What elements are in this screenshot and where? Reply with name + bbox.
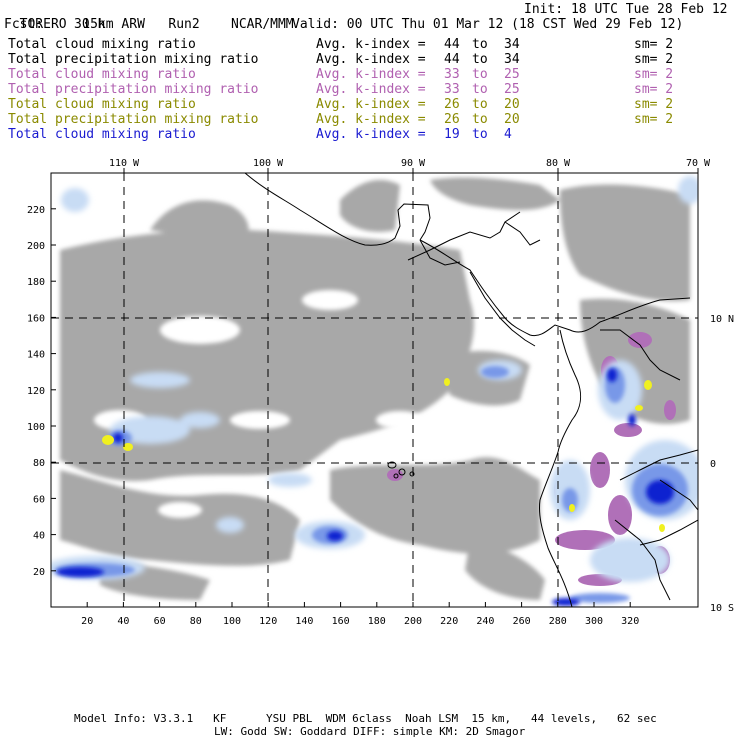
- field-name: Total precipitation mixing ratio: [8, 82, 259, 97]
- kindex-to: 20: [504, 97, 520, 112]
- kindex-from: 26: [444, 112, 460, 127]
- kindex-label: Avg. k-index =: [316, 67, 426, 82]
- field-name: Total cloud mixing ratio: [8, 97, 196, 112]
- latitude-label: 10 S: [710, 603, 734, 614]
- smoothing-label: sm= 2: [634, 52, 674, 67]
- kindex-from: 26: [444, 97, 460, 112]
- x-tick-label: 320: [621, 616, 639, 627]
- longitude-label: 100 W: [253, 158, 284, 169]
- latitude-label: 10 N: [710, 314, 734, 325]
- y-tick-label: 80: [33, 458, 45, 469]
- cloud-field-layer: [51, 173, 698, 607]
- y-tick-label: 220: [27, 205, 45, 216]
- kindex-label: Avg. k-index =: [316, 52, 426, 67]
- kindex-from: 44: [444, 37, 460, 52]
- field-name: Total cloud mixing ratio: [8, 127, 196, 142]
- y-tick-label: 40: [33, 531, 45, 542]
- y-tick-label: 140: [27, 350, 45, 361]
- y-tick-label: 20: [33, 567, 45, 578]
- x-tick-label: 120: [259, 616, 277, 627]
- x-tick-label: 100: [223, 616, 241, 627]
- kindex-to-word: to: [472, 97, 488, 112]
- smoothing-label: sm= 2: [634, 97, 674, 112]
- x-tick-label: 300: [585, 616, 603, 627]
- kindex-to-word: to: [472, 127, 488, 142]
- kindex-from: 44: [444, 52, 460, 67]
- field-name: Total precipitation mixing ratio: [8, 112, 259, 127]
- x-tick-label: 260: [513, 616, 531, 627]
- y-tick-label: 100: [27, 422, 45, 433]
- model-name: TORERO: [19, 17, 67, 32]
- kindex-to: 34: [504, 52, 520, 67]
- fcst-value: 30 h: [74, 17, 106, 32]
- gray-cloud-regions: [60, 177, 690, 600]
- purple-precip-patches: [387, 332, 676, 586]
- kindex-label: Avg. k-index =: [316, 97, 426, 112]
- smoothing-label: sm= 2: [634, 82, 674, 97]
- x-tick-label: 280: [549, 616, 567, 627]
- x-tick-label: 180: [368, 616, 386, 627]
- x-tick-label: 60: [154, 616, 166, 627]
- x-tick-label: 40: [117, 616, 129, 627]
- x-tick-label: 140: [295, 616, 313, 627]
- yellow-patches: [102, 378, 665, 532]
- longitude-label: 80 W: [546, 158, 571, 169]
- latitude-label: 0: [710, 459, 716, 470]
- model-info-line: Model Info: V3.3.1 KF YSU PBL WDM 6class…: [74, 712, 657, 725]
- kindex-to: 34: [504, 37, 520, 52]
- x-tick-label: 240: [476, 616, 494, 627]
- kindex-to: 4: [504, 127, 512, 142]
- kindex-from: 33: [444, 67, 460, 82]
- kindex-from: 33: [444, 82, 460, 97]
- kindex-label: Avg. k-index =: [316, 112, 426, 127]
- fcst-label: Fcst:: [4, 17, 44, 32]
- org-label: NCAR/MMM: [231, 17, 294, 32]
- init-time: Init: 18 UTC Tue 28 Feb 12: [524, 2, 728, 17]
- x-tick-label: 80: [190, 616, 202, 627]
- kindex-to-word: to: [472, 82, 488, 97]
- graticule: [51, 173, 698, 607]
- coastlines: [244, 173, 698, 607]
- run-label: Run2: [168, 17, 200, 32]
- valid-time: Valid: 00 UTC Thu 01 Mar 12 (18 CST Wed …: [292, 17, 684, 32]
- model-resolution: 15km ARW: [82, 17, 145, 32]
- y-tick-label: 60: [33, 494, 45, 505]
- kindex-label: Avg. k-index =: [316, 37, 426, 52]
- y-tick-label: 200: [27, 241, 45, 252]
- kindex-to-word: to: [472, 112, 488, 127]
- kindex-to-word: to: [472, 37, 488, 52]
- kindex-to-word: to: [472, 52, 488, 67]
- field-name: Total cloud mixing ratio: [8, 67, 196, 82]
- kindex-label: Avg. k-index =: [316, 82, 426, 97]
- field-name: Total cloud mixing ratio: [8, 37, 196, 52]
- kindex-to: 25: [504, 82, 520, 97]
- x-tick-label: 160: [332, 616, 350, 627]
- smoothing-label: sm= 2: [634, 37, 674, 52]
- dark-blue-cores: [56, 368, 674, 606]
- smoothing-label: sm= 2: [634, 67, 674, 82]
- smoothing-label: sm= 2: [634, 112, 674, 127]
- x-tick-label: 20: [81, 616, 93, 627]
- kindex-label: Avg. k-index =: [316, 127, 426, 142]
- longitude-label: 70 W: [686, 158, 711, 169]
- kindex-to: 20: [504, 112, 520, 127]
- field-name: Total precipitation mixing ratio: [8, 52, 259, 67]
- kindex-to: 25: [504, 67, 520, 82]
- kindex-from: 19: [444, 127, 460, 142]
- y-tick-label: 160: [27, 313, 45, 324]
- physics-info-line: LW: Godd SW: Goddard DIFF: simple KM: 2D…: [214, 725, 526, 738]
- x-tick-label: 220: [440, 616, 458, 627]
- axis-ticks: 20 40 60 80 100 120 140 160 180 200 220 240 260 280 30…: [27, 158, 734, 627]
- y-tick-label: 180: [27, 277, 45, 288]
- kindex-to-word: to: [472, 67, 488, 82]
- header-line-1: TORERO 15km ARW Run2 NCAR/MMM: [4, 2, 294, 32]
- y-tick-label: 120: [27, 386, 45, 397]
- longitude-label: 110 W: [109, 158, 140, 169]
- x-tick-label: 200: [404, 616, 422, 627]
- longitude-label: 90 W: [401, 158, 426, 169]
